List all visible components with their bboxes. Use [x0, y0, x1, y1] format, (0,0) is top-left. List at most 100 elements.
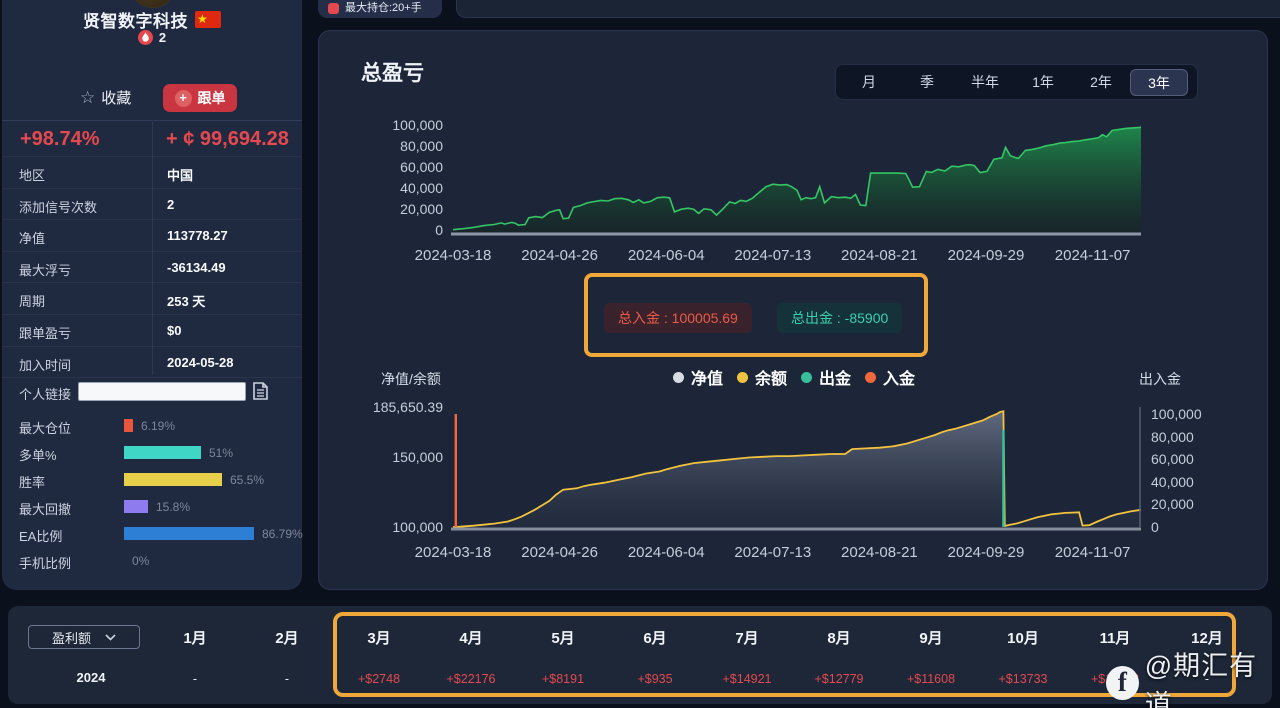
- legend-label: 余额: [754, 371, 787, 388]
- info-value: 253 天: [167, 294, 206, 310]
- total-deposit-badge: 总入金 : 100005.69: [604, 303, 752, 333]
- deposit-withdraw-highlight-box: [584, 273, 928, 357]
- month-column-6月: 6月 +$935: [609, 627, 701, 686]
- period-tab-半年[interactable]: 半年: [971, 73, 999, 90]
- watermark: f @期汇有道: [1106, 644, 1280, 708]
- month-value: +$8191: [541, 672, 585, 686]
- info-label: 最大浮亏: [19, 262, 72, 278]
- right-axis-tick: 40,000: [1151, 473, 1194, 490]
- metric-label: EA比例: [19, 529, 63, 544]
- month-column-3月: 3月 +$2748: [333, 627, 425, 686]
- top-panel-strip: [456, 0, 1280, 18]
- month-header: 2月: [275, 630, 299, 647]
- monthly-profit-bar: 盈利额 2024 1月 -2月 -3月 +$2748 4月 +$22176 5月 +…: [8, 606, 1272, 704]
- chart2-right-title: 出入金: [1139, 371, 1181, 387]
- month-column-5月: 5月 +$8191: [517, 627, 609, 686]
- month-column-1月: 1月 -: [149, 627, 241, 686]
- legend-item-净值[interactable]: 净值: [672, 365, 723, 389]
- metric-label: 最大仓位: [19, 421, 72, 436]
- metric-label: 胜率: [19, 475, 46, 490]
- legend-item-出金[interactable]: 出金: [801, 365, 851, 389]
- x-tick: 2024-08-21: [841, 247, 918, 264]
- x-tick: 2024-07-13: [734, 544, 812, 561]
- info-label: 加入时间: [19, 357, 72, 373]
- month-value: +$11608: [906, 672, 956, 686]
- info-label: 添加信号次数: [19, 199, 98, 215]
- watermark-text: @期汇有道: [1144, 651, 1258, 708]
- legend-label: 出金: [819, 371, 852, 388]
- x-tick: 2024-06-04: [627, 247, 705, 264]
- year-label: 2024: [76, 670, 106, 685]
- y-tick: 100,000: [392, 117, 443, 133]
- month-header: 1月: [183, 630, 207, 647]
- x-tick: 2024-11-07: [1054, 247, 1131, 264]
- follow-button[interactable]: + 跟单: [163, 84, 237, 112]
- x-tick: 2024-11-07: [1054, 544, 1131, 561]
- info-label: 周期: [19, 294, 46, 310]
- period-tab-2年[interactable]: 2年: [1090, 73, 1112, 90]
- metric-bar-row: 多单% 51%: [2, 439, 302, 466]
- metric-selector-dropdown[interactable]: 盈利额: [28, 625, 140, 649]
- month-column-12月: 12月 -: [1161, 627, 1253, 686]
- balance-chart[interactable]: [449, 399, 1143, 535]
- info-value: $0: [167, 322, 182, 338]
- info-value: 113778.27: [167, 228, 228, 244]
- trader-sidebar: 贤智数字科技 ★ 2 ☆ 收藏 + 跟单 +98.74% + ¢ 99,694.2…: [2, 0, 303, 590]
- month-value: +$935: [637, 672, 673, 686]
- info-value: 中国: [167, 168, 194, 183]
- y-tick: 20,000: [400, 201, 443, 217]
- favorite-button[interactable]: ☆ 收藏: [80, 88, 132, 107]
- star-icon: ☆: [80, 88, 96, 107]
- x-tick: 2024-06-04: [627, 544, 705, 561]
- month-header: 6月: [643, 630, 667, 647]
- chart2-legend: 净值 余额 出金 入金: [649, 365, 939, 389]
- metric-bar-row: EA比例 86.79%: [2, 520, 303, 547]
- copy-document-icon[interactable]: [253, 382, 268, 405]
- month-column-7月: 7月 +$14921: [701, 627, 793, 686]
- x-tick: 2024-03-18: [414, 544, 492, 561]
- personal-link-input[interactable]: [78, 382, 246, 401]
- legend-item-余额[interactable]: 余额: [736, 365, 787, 389]
- metric-bar-row: 最大回撤 15.8%: [2, 493, 302, 520]
- chart2-left-title: 净值/余额: [381, 371, 441, 387]
- facebook-icon: f: [1106, 666, 1139, 700]
- legend-label: 入金: [883, 371, 916, 388]
- max-position-button[interactable]: 最大持仓:20+手: [318, 0, 442, 18]
- months-highlight-box: [333, 612, 1236, 697]
- legend-item-入金[interactable]: 入金: [865, 365, 915, 389]
- info-value: 2024-05-28: [167, 354, 234, 370]
- month-value: +$13733: [998, 672, 1048, 686]
- legend-dot: [865, 371, 877, 383]
- right-axis-tick: 80,000: [1151, 428, 1194, 445]
- metric-bar: [124, 527, 254, 540]
- info-value: -36134.49: [167, 259, 226, 275]
- right-axis-tick: 100,000: [1151, 406, 1202, 422]
- month-header: 9月: [919, 630, 943, 647]
- period-tab-1年[interactable]: 1年: [1032, 73, 1054, 90]
- month-column-9月: 9月 +$11608: [885, 627, 977, 686]
- left-axis-tick: 150,000: [392, 448, 443, 465]
- period-tab-季[interactable]: 季: [920, 73, 934, 90]
- total-pnl-chart[interactable]: [449, 121, 1143, 239]
- legend-dot: [736, 371, 748, 383]
- info-value: 2: [167, 196, 175, 212]
- month-header: 10月: [1007, 630, 1039, 647]
- month-header: 11月: [1099, 630, 1131, 647]
- period-tab-3年[interactable]: 3年: [1130, 68, 1188, 96]
- month-header: 5月: [551, 630, 575, 647]
- info-row: 周期 253 天: [2, 282, 302, 314]
- metric-value: 15.8%: [156, 500, 191, 514]
- x-tick: 2024-04-26: [521, 247, 598, 264]
- month-header: 12月: [1191, 630, 1223, 647]
- y-tick: 40,000: [400, 180, 443, 196]
- return-percent: +98.74%: [20, 128, 100, 150]
- metric-bar: [124, 446, 201, 459]
- metric-value: 65.5%: [230, 473, 265, 487]
- hot-icon: [328, 3, 339, 14]
- info-row: 净值 113778.27: [2, 219, 302, 251]
- metric-bar-row: 胜率 65.5%: [2, 466, 302, 493]
- legend-label: 净值: [690, 371, 723, 388]
- period-tab-月[interactable]: 月: [862, 73, 876, 90]
- period-tabs: 月 季 半年 1年 2年 3年: [835, 64, 1198, 100]
- metric-bar-row: 手机比例 0%: [2, 547, 302, 574]
